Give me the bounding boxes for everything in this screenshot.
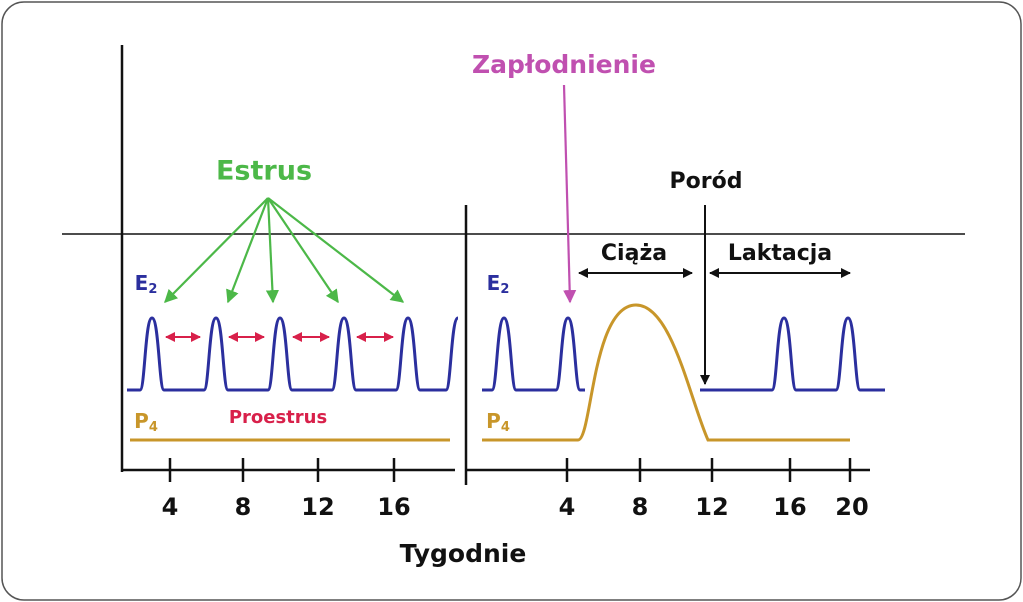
x-axis-title: Tygodnie <box>400 539 527 568</box>
tick-label: 12 <box>301 493 334 521</box>
e2-curve-left <box>127 316 460 392</box>
fertilization-label: Zapłodnienie <box>472 50 656 79</box>
estrus-arrows <box>164 197 405 304</box>
tick-label: 8 <box>235 493 252 521</box>
e2-label-left: E2 <box>135 271 158 297</box>
e2-label-right: E2 <box>487 271 510 297</box>
tick-marks <box>168 458 852 482</box>
pregnancy-label: Ciąża <box>601 241 667 266</box>
tick-label: 4 <box>559 493 576 521</box>
right-ticks: 4 8 12 16 20 <box>559 493 869 521</box>
e2-curve-right <box>482 316 885 392</box>
e2-main: E <box>135 271 149 295</box>
p4-main: P <box>134 409 149 433</box>
p4-label-left: P4 <box>134 409 158 435</box>
p4-label-right: P4 <box>486 409 510 435</box>
p4-sub: 4 <box>149 420 158 435</box>
tick-label: 20 <box>835 493 868 521</box>
estrus-label: Estrus <box>216 156 312 187</box>
e2-sub: 2 <box>148 282 157 297</box>
e2-main: E <box>487 271 501 295</box>
tick-label: 16 <box>377 493 410 521</box>
lactation-label: Laktacja <box>728 241 832 266</box>
p4-curve-right <box>482 303 850 442</box>
tick-label: 16 <box>773 493 806 521</box>
p4-main: P <box>486 409 501 433</box>
tick-label: 4 <box>162 493 179 521</box>
e2-sub: 2 <box>500 282 509 297</box>
left-ticks: 4 8 12 16 <box>162 493 411 521</box>
birth-label: Poród <box>670 169 743 194</box>
tick-label: 8 <box>632 493 649 521</box>
fertilization-arrow <box>562 84 577 304</box>
tick-label: 12 <box>695 493 728 521</box>
proestrus-label: Proestrus <box>229 407 327 428</box>
p4-sub: 4 <box>501 420 510 435</box>
